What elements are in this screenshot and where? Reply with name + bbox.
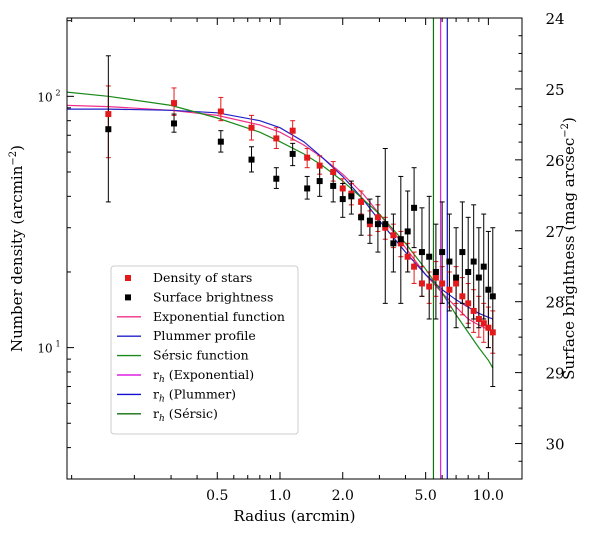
data-point-1-1 [171, 120, 178, 127]
data-point-0-7 [316, 162, 323, 169]
data-point-1-24 [453, 274, 460, 281]
legend-label-5: rh (Exponential) [153, 367, 254, 385]
data-point-0-15 [390, 232, 397, 239]
data-point-0-11 [358, 198, 365, 205]
x-tick-label: 5.0 [415, 488, 437, 504]
data-point-1-29 [480, 263, 487, 270]
data-point-1-10 [348, 193, 355, 200]
data-point-0-28 [475, 315, 482, 322]
data-point-0-29 [480, 320, 487, 327]
right-y-tick-label: 30 [545, 436, 564, 454]
data-point-0-6 [304, 154, 311, 161]
data-point-0-23 [446, 286, 453, 293]
data-point-0-14 [382, 224, 389, 231]
data-point-0-1 [171, 100, 178, 107]
data-point-0-19 [418, 280, 425, 287]
data-point-0-18 [411, 263, 418, 270]
data-point-1-19 [418, 249, 425, 256]
legend-marker-0 [125, 275, 131, 281]
right-y-tick-label: 29 [545, 365, 564, 383]
legend-label-2: Exponential function [153, 309, 285, 324]
data-point-0-12 [366, 221, 373, 228]
data-point-1-23 [446, 258, 453, 265]
data-point-1-31 [489, 293, 496, 300]
x-axis-label: Radius (arcmin) [233, 507, 355, 525]
legend-label-0: Density of stars [153, 270, 252, 285]
data-point-0-4 [273, 135, 280, 142]
data-point-1-28 [475, 274, 482, 281]
legend-label-6: rh (Plummer) [153, 386, 236, 404]
x-tick-label: 2.0 [332, 488, 354, 504]
data-point-0-20 [426, 283, 433, 290]
data-point-0-30 [485, 324, 492, 331]
right-y-tick-label: 26 [545, 152, 564, 170]
data-point-0-21 [432, 274, 439, 281]
legend-label-1: Surface brightness [153, 289, 273, 304]
data-point-1-26 [465, 268, 472, 275]
data-point-0-5 [289, 127, 296, 134]
data-point-0-2 [217, 108, 224, 115]
data-point-1-12 [366, 217, 373, 224]
data-point-0-0 [105, 111, 112, 118]
data-point-0-26 [465, 300, 472, 307]
data-point-1-3 [248, 156, 255, 163]
data-point-1-25 [459, 249, 466, 256]
data-point-0-3 [248, 124, 255, 131]
right-y-tick-label: 27 [545, 223, 564, 241]
data-point-0-27 [470, 307, 477, 314]
data-point-1-6 [304, 185, 311, 192]
legend-label-4: Sérsic function [153, 348, 249, 363]
y-tick-label: 10 [37, 90, 52, 104]
legend-label-3: Plummer profile [153, 328, 256, 343]
data-point-1-21 [432, 268, 439, 275]
data-point-0-13 [374, 214, 381, 221]
data-point-0-8 [330, 168, 337, 175]
data-point-1-17 [404, 228, 411, 235]
y-tick-label: 10 [37, 342, 52, 356]
left-y-axis-label: Number density (arcmin−2) [8, 145, 26, 352]
data-point-1-15 [390, 240, 397, 247]
data-point-0-22 [439, 280, 446, 287]
legend-label-7: rh (Sérsic) [153, 406, 218, 424]
data-point-1-16 [397, 236, 404, 243]
data-point-1-30 [485, 286, 492, 293]
data-point-1-5 [289, 150, 296, 157]
data-point-1-18 [411, 204, 418, 211]
data-point-1-7 [316, 178, 323, 185]
data-point-1-22 [439, 249, 446, 256]
legend-marker-1 [125, 294, 131, 301]
x-tick-label: 0.5 [206, 488, 228, 504]
data-point-1-4 [273, 175, 280, 182]
right-y-axis-label: Surface brightness (mag arcsec−2) [560, 117, 578, 380]
data-point-1-2 [217, 138, 224, 145]
data-point-0-25 [459, 293, 466, 300]
x-tick-label: 10.0 [473, 488, 504, 504]
x-tick-label: 1.0 [269, 488, 291, 504]
data-point-1-13 [374, 221, 381, 228]
data-point-1-8 [330, 182, 337, 189]
data-point-1-20 [426, 253, 433, 260]
data-point-1-9 [339, 196, 346, 203]
data-point-1-14 [382, 221, 389, 228]
y-tick-label-exponent: 1 [55, 340, 60, 349]
data-point-1-11 [358, 214, 365, 221]
data-point-1-27 [470, 258, 477, 265]
right-y-tick-label: 25 [545, 81, 564, 99]
legend-box [110, 265, 299, 435]
right-y-tick-label: 24 [545, 10, 564, 28]
data-point-0-9 [339, 185, 346, 192]
data-point-0-16 [397, 240, 404, 247]
right-y-tick-label: 28 [545, 294, 564, 312]
y-tick-label-exponent: 2 [55, 88, 60, 97]
data-point-0-31 [489, 329, 496, 336]
data-point-0-17 [404, 253, 411, 260]
data-point-0-24 [453, 280, 460, 287]
data-point-1-0 [105, 126, 112, 133]
